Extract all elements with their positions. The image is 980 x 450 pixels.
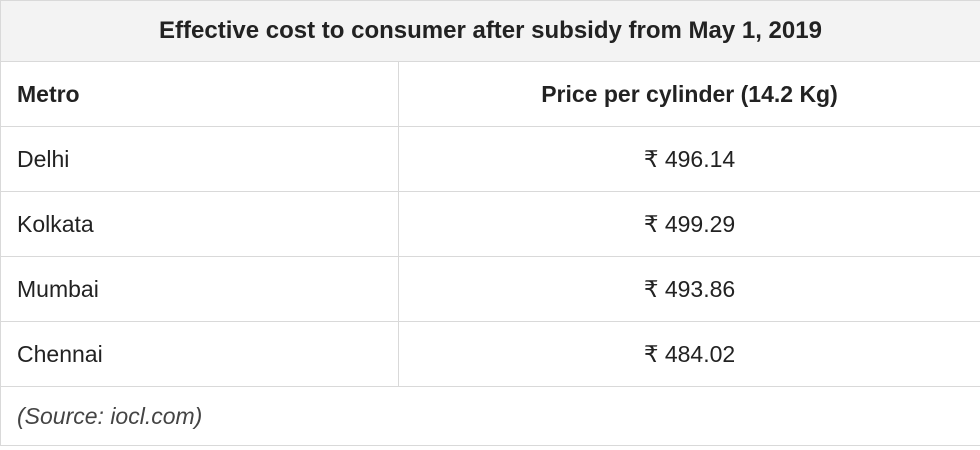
source-row: (Source: iocl.com) [0, 386, 980, 446]
price-cell: ₹ 484.02 [398, 321, 980, 387]
metro-cell: Delhi [0, 126, 399, 192]
table-row: Kolkata ₹ 499.29 [0, 191, 980, 257]
header-row: Metro Price per cylinder (14.2 Kg) [0, 61, 980, 127]
metro-cell: Kolkata [0, 191, 399, 257]
metro-cell: Chennai [0, 321, 399, 387]
source-note: (Source: iocl.com) [0, 386, 980, 446]
table-title: Effective cost to consumer after subsidy… [0, 0, 980, 62]
price-cell: ₹ 496.14 [398, 126, 980, 192]
table-row: Delhi ₹ 496.14 [0, 126, 980, 192]
column-header: Price per cylinder (14.2 Kg) [398, 61, 980, 127]
table-body: Delhi ₹ 496.14 Kolkata ₹ 499.29 Mumbai ₹ 493.… [0, 126, 980, 387]
table-row: Chennai ₹ 484.02 [0, 321, 980, 387]
price-cell: ₹ 493.86 [398, 256, 980, 322]
price-cell: ₹ 499.29 [398, 191, 980, 257]
metro-cell: Mumbai [0, 256, 399, 322]
column-header: Metro [0, 61, 399, 127]
title-row: Effective cost to consumer after subsidy… [0, 0, 980, 62]
table-row: Mumbai ₹ 493.86 [0, 256, 980, 322]
